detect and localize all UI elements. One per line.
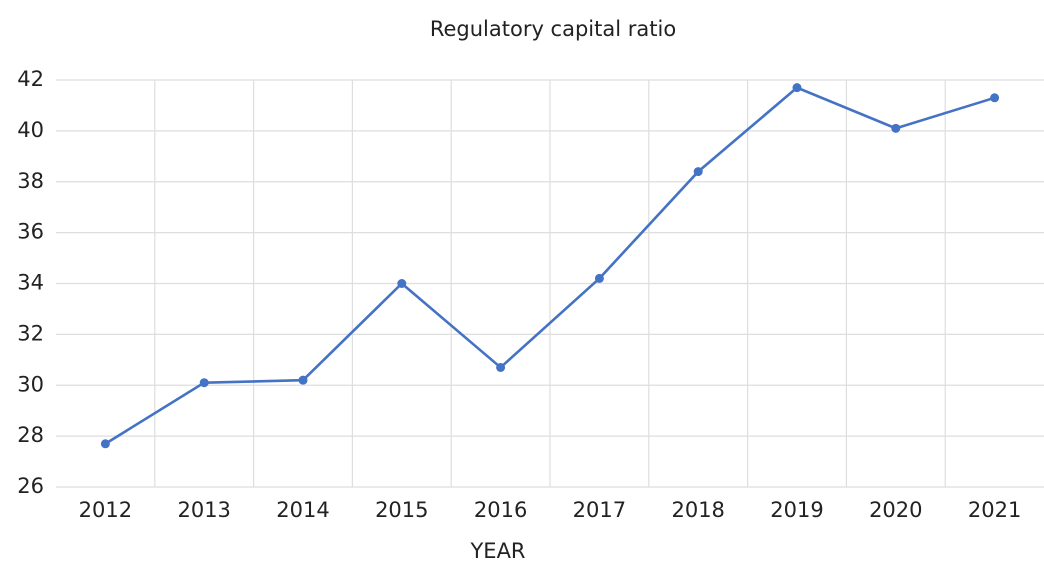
y-tick-label: 26 — [17, 474, 44, 498]
chart-title: Regulatory capital ratio — [430, 17, 676, 41]
data-point — [693, 167, 703, 177]
data-point — [199, 378, 209, 388]
x-tick-label: 2021 — [968, 498, 1021, 522]
x-tick-label: 2019 — [770, 498, 823, 522]
data-point — [792, 83, 802, 93]
y-tick-label: 28 — [17, 423, 44, 447]
y-tick-label: 38 — [17, 169, 44, 193]
x-tick-label: 2015 — [375, 498, 428, 522]
y-tick-label: 42 — [17, 67, 44, 91]
y-tick-label: 36 — [17, 220, 44, 244]
y-tick-label: 34 — [17, 271, 44, 295]
data-line — [104, 86, 995, 445]
x-tick-label: 2016 — [474, 498, 527, 522]
data-point — [594, 273, 604, 283]
x-axis-label: YEAR — [469, 539, 525, 563]
x-tick-label: 2012 — [79, 498, 132, 522]
y-tick-label: 30 — [17, 372, 44, 396]
data-point — [298, 375, 308, 385]
x-tick-label: 2014 — [276, 498, 329, 522]
x-tick-label: 2017 — [573, 498, 626, 522]
x-tick-label: 2020 — [869, 498, 922, 522]
y-tick-label: 40 — [17, 118, 44, 142]
data-point — [496, 362, 506, 372]
y-tick-label: 32 — [17, 321, 44, 345]
x-tick-label: 2013 — [177, 498, 230, 522]
x-tick-label: 2018 — [671, 498, 724, 522]
data-point — [100, 439, 110, 449]
data-point — [397, 279, 407, 288]
data-point — [990, 93, 1000, 103]
data-point — [891, 123, 901, 133]
